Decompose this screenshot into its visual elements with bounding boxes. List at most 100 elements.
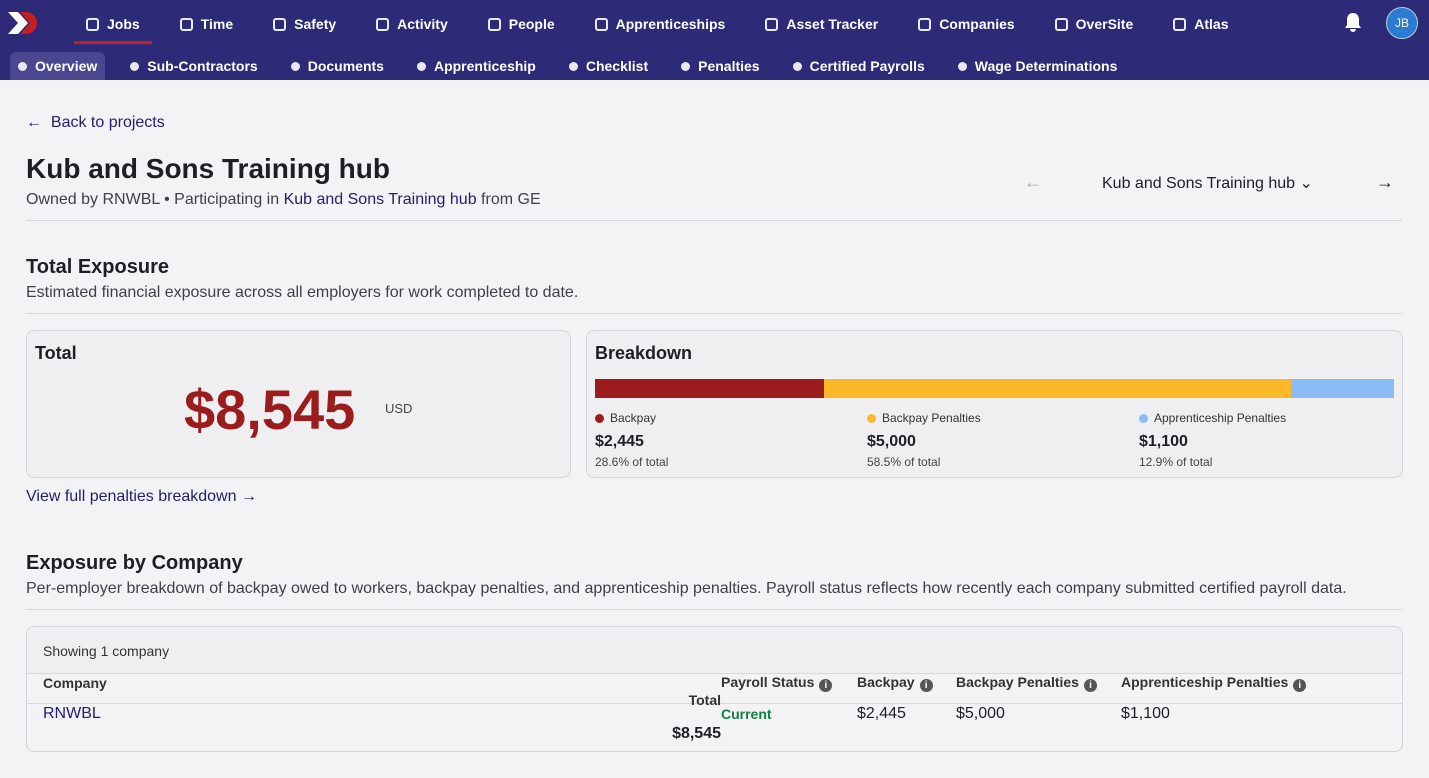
legend-amount: $2,445 — [595, 433, 644, 450]
tab-label: Certified Payrolls — [809, 58, 925, 74]
column-header: Backpay Penalties i — [956, 674, 1121, 692]
info-icon[interactable]: i — [819, 679, 833, 692]
tab[interactable]: Wage Determinations — [950, 52, 1126, 80]
nav-item[interactable]: Time — [168, 4, 245, 44]
section-description: Per-employer breakdown of backpay owed t… — [26, 580, 1347, 597]
tab[interactable]: Sub-Contractors — [122, 52, 265, 80]
divider — [26, 313, 1402, 314]
nav-item[interactable]: Safety — [261, 4, 348, 44]
legend-key: Apprenticeship Penalties — [1139, 411, 1286, 425]
nav-item[interactable]: Companies — [906, 4, 1026, 44]
column-header: Payroll Status i — [721, 674, 857, 692]
nav-label: People — [508, 16, 555, 32]
nav-icon — [594, 17, 608, 31]
legend-item: Backpay Penalties $5,000 58.5% of total — [867, 411, 981, 469]
legend-item: Apprenticeship Penalties $1,100 12.9% of t… — [1139, 411, 1286, 469]
tab[interactable]: Apprenticeship — [409, 52, 544, 80]
suffix: from GE — [481, 191, 541, 208]
table-cell: Current — [721, 706, 772, 722]
info-icon[interactable]: i — [1293, 679, 1307, 692]
legend-share: 58.5% of total — [867, 455, 941, 469]
column-header: Backpay i — [857, 674, 956, 692]
notifications[interactable] — [1344, 12, 1362, 32]
primary-nav: Jobs Time Safety Activity People Apprenticesh… — [74, 4, 1240, 44]
tab-label: Checklist — [585, 58, 649, 74]
tab-dot — [290, 61, 300, 71]
legend-name: Backpay Penalties — [882, 411, 981, 425]
header-label: Company — [43, 675, 107, 691]
nav-item[interactable]: People — [476, 4, 567, 44]
nav-item[interactable]: Atlas — [1161, 4, 1240, 44]
nav-label: Safety — [294, 16, 337, 32]
total-value: $8,545 — [184, 378, 356, 441]
tab-dot — [18, 61, 27, 71]
company-table: Showing 1 company Company Payroll Status i… — [26, 626, 1403, 752]
secondary-nav: Overview Sub-Contractors Documents Apprenti… — [10, 52, 1125, 80]
nav-item[interactable]: Activity — [364, 4, 460, 44]
nav-icon — [487, 17, 501, 31]
nav-item[interactable]: Apprenticeships — [583, 4, 738, 44]
stacked-bar — [595, 379, 1394, 398]
table-cell: $2,445 — [857, 705, 906, 722]
info-icon[interactable]: i — [919, 679, 933, 692]
table-cell: $5,000 — [956, 705, 1005, 722]
nav-icon — [273, 17, 287, 31]
prev-arrow[interactable]: ← — [1024, 172, 1042, 192]
currency: USD — [385, 401, 413, 416]
nav-icon — [918, 17, 932, 31]
nav-item[interactable]: OverSite — [1043, 4, 1146, 44]
tab-dot — [681, 61, 691, 71]
header-label: Backpay — [857, 674, 915, 690]
breakdown-link[interactable]: View full penalties breakdown → — [26, 488, 257, 505]
nav-icon — [1173, 17, 1187, 31]
nav-icon — [179, 17, 193, 31]
legend-key: Backpay Penalties — [867, 411, 981, 425]
legend-key: Backpay — [595, 411, 668, 425]
nav-item[interactable]: Jobs — [74, 4, 152, 44]
tab-label: Sub-Contractors — [147, 58, 258, 74]
header-label: Total — [688, 692, 721, 708]
nav-label: Time — [200, 16, 234, 32]
divider — [26, 609, 1402, 610]
info-icon[interactable]: i — [1083, 679, 1097, 692]
table-body: RNWBL Current $2,445 $5,000 $1,100 $8,545 — [27, 704, 1402, 744]
tab[interactable]: Certified Payrolls — [785, 52, 933, 80]
project-subtitle: Owned by RNWBL • Participating in Kub an… — [26, 191, 541, 209]
tab-label: Overview — [35, 58, 98, 74]
nav-label: Asset Tracker — [786, 16, 879, 32]
card-title: Total — [35, 343, 77, 363]
header-label: Payroll Status — [721, 674, 815, 690]
nav-label: Companies — [939, 16, 1015, 32]
nav-item[interactable]: Asset Tracker — [753, 4, 890, 44]
tab-dot — [568, 61, 578, 71]
next-arrow[interactable]: → — [1376, 172, 1394, 192]
section-title: Total Exposure — [26, 256, 169, 278]
nav-label: Apprenticeships — [615, 16, 726, 32]
project-link[interactable]: Kub and Sons Training hub — [283, 191, 477, 208]
header-label: Backpay Penalties — [956, 674, 1079, 690]
column-header: Apprenticeship Penalties i — [1121, 674, 1386, 692]
project-switcher[interactable]: Kub and Sons Training hub ⌄ — [1102, 175, 1313, 192]
section-description: Estimated financial exposure across all … — [26, 284, 579, 301]
project-title: Kub and Sons Training hub — [26, 153, 390, 184]
card-title: Breakdown — [595, 343, 693, 363]
nav-icon — [765, 17, 779, 31]
tab-label: Apprenticeship — [433, 58, 536, 74]
logo[interactable] — [4, 8, 44, 38]
tab[interactable]: Overview — [10, 52, 106, 80]
table-count: Showing 1 company — [27, 627, 1402, 674]
table-cell[interactable]: RNWBL — [43, 705, 101, 722]
divider — [26, 220, 1402, 221]
legend-item: Backpay $2,445 28.6% of total — [595, 411, 668, 469]
tab[interactable]: Documents — [283, 52, 392, 80]
legend-swatch — [1139, 413, 1148, 423]
back-link[interactable]: ← Back to projects — [26, 114, 165, 132]
table-header: Company Payroll Status i Backpay i Backpay Pe… — [27, 674, 1402, 708]
tab[interactable]: Penalties — [673, 52, 767, 80]
avatar[interactable]: JB — [1386, 7, 1418, 39]
legend-share: 28.6% of total — [595, 455, 669, 469]
legend-swatch — [595, 413, 604, 423]
tab[interactable]: Checklist — [561, 52, 656, 80]
breakdown-card: Breakdown Backpay $2,445 28.6% of total Bac… — [586, 330, 1403, 478]
nav-icon — [86, 17, 99, 31]
